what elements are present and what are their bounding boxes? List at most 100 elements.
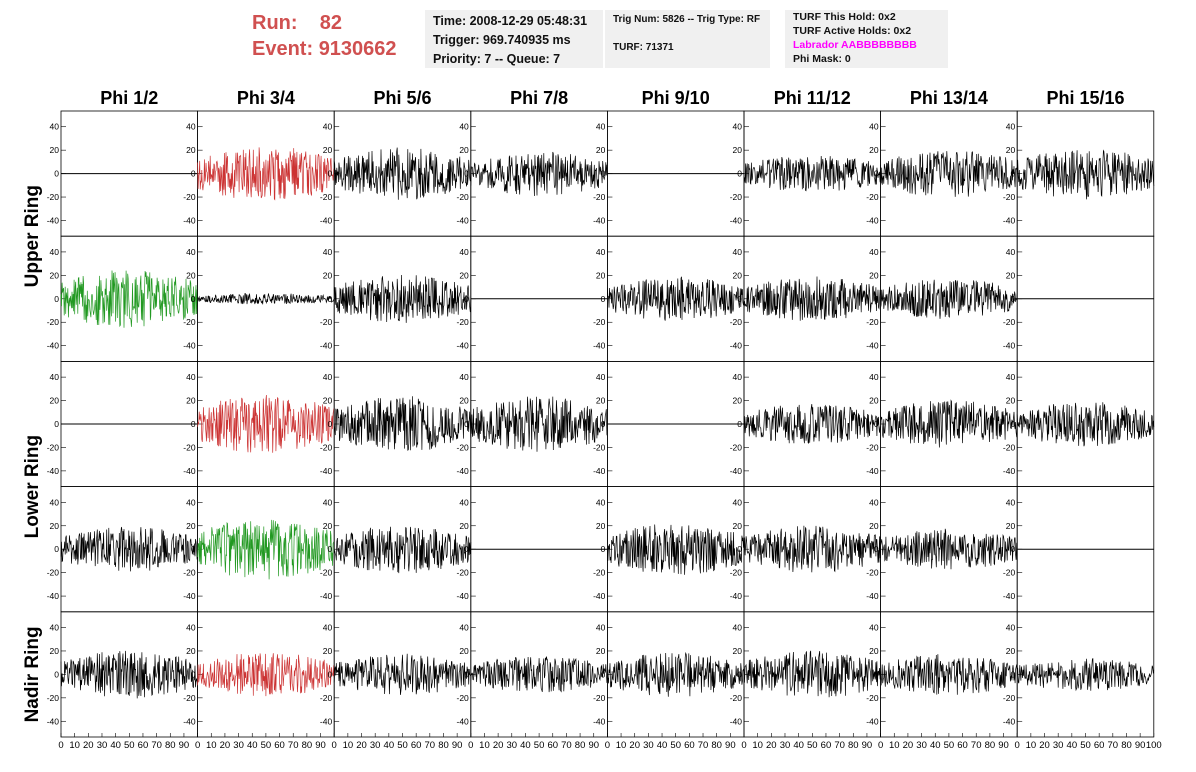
y-tick-label: -40: [593, 466, 606, 476]
y-tick-label: 40: [50, 122, 60, 132]
y-tick-label: -40: [457, 716, 470, 726]
waveform-trace: [60, 526, 198, 572]
x-tick-label: 10: [343, 740, 354, 751]
x-tick-label: 50: [124, 740, 135, 751]
y-tick-label: 40: [733, 247, 743, 257]
panel-frame: [60, 235, 199, 362]
labrador-text: Labrador AABBBBBBBB: [793, 39, 917, 51]
y-tick-label: 0: [874, 294, 879, 304]
x-tick-label: 0: [58, 740, 63, 751]
y-tick-label: 0: [601, 169, 606, 179]
waveform-trace: [880, 528, 1018, 570]
y-tick-label: 0: [54, 419, 59, 429]
y-tick-label: -40: [47, 215, 60, 225]
waveform-trace: [470, 151, 608, 197]
y-tick-label: 20: [596, 646, 606, 656]
y-tick-label: 40: [459, 247, 469, 257]
y-tick-label: 0: [737, 544, 742, 554]
ring-label: Upper Ring: [22, 185, 43, 287]
y-tick-label: -20: [593, 192, 606, 202]
y-tick-label: 0: [601, 544, 606, 554]
y-tick-label: -20: [183, 693, 196, 703]
y-tick-label: 20: [186, 646, 196, 656]
y-tick-label: 20: [596, 521, 606, 531]
y-tick-label: -40: [866, 716, 879, 726]
y-tick-label: 20: [186, 396, 196, 406]
y-tick-label: -40: [47, 591, 60, 601]
y-tick-label: 20: [1006, 145, 1016, 155]
y-tick-label: -40: [1003, 716, 1016, 726]
y-tick-label: 40: [323, 122, 333, 132]
y-tick-label: 40: [869, 122, 879, 132]
y-tick-label: -20: [866, 317, 879, 327]
y-tick-label: -40: [593, 591, 606, 601]
y-tick-label: -40: [730, 716, 743, 726]
waveform-trace: [333, 653, 472, 695]
y-tick-label: -40: [730, 341, 743, 351]
y-tick-label: -20: [320, 317, 333, 327]
y-tick-label: -20: [320, 442, 333, 452]
x-tick-label: 30: [370, 740, 381, 751]
y-tick-label: -20: [730, 442, 743, 452]
x-tick-label: 60: [138, 740, 149, 751]
y-tick-label: -40: [320, 215, 333, 225]
y-tick-label: -20: [47, 568, 60, 578]
y-tick-label: -40: [320, 716, 333, 726]
y-tick-label: 20: [869, 646, 879, 656]
y-tick-label: -40: [320, 341, 333, 351]
column-header: Phi 9/10: [642, 88, 710, 108]
x-tick-label: 60: [411, 740, 422, 751]
phi-mask-text: Phi Mask: 0: [793, 53, 851, 65]
y-tick-label: -40: [183, 341, 196, 351]
y-tick-label: 40: [459, 623, 469, 633]
y-tick-label: -40: [183, 215, 196, 225]
y-tick-label: -20: [183, 317, 196, 327]
x-tick-label: 70: [834, 740, 845, 751]
y-tick-label: -40: [866, 215, 879, 225]
y-tick-label: 20: [50, 270, 60, 280]
y-tick-label: -20: [47, 693, 60, 703]
y-tick-label: 0: [874, 669, 879, 679]
panel-frame: [1016, 360, 1155, 487]
y-tick-label: -20: [457, 568, 470, 578]
y-tick-label: -40: [866, 341, 879, 351]
x-tick-label: 60: [1094, 740, 1105, 751]
y-tick-label: -20: [730, 192, 743, 202]
x-tick-label: 90: [862, 740, 873, 751]
turf-text: TURF: 71371: [613, 42, 674, 53]
x-tick-label: 50: [944, 740, 955, 751]
x-tick-label: 100: [1146, 740, 1162, 751]
y-tick-label: 40: [323, 247, 333, 257]
y-tick-label: 20: [733, 396, 743, 406]
y-tick-label: 20: [1006, 521, 1016, 531]
ring-label: Nadir Ring: [22, 626, 43, 722]
waveform-trace: [607, 524, 745, 575]
x-tick-label: 60: [547, 740, 558, 751]
x-tick-label: 30: [916, 740, 927, 751]
x-tick-label: 10: [616, 740, 627, 751]
x-tick-label: 80: [848, 740, 859, 751]
x-tick-label: 60: [821, 740, 832, 751]
y-tick-label: 0: [464, 294, 469, 304]
x-tick-label: 40: [384, 740, 395, 751]
y-tick-label: -20: [47, 317, 60, 327]
column-header: Phi 13/14: [910, 88, 988, 108]
y-tick-label: -20: [866, 568, 879, 578]
y-tick-label: -40: [47, 466, 60, 476]
x-tick-label: 10: [206, 740, 217, 751]
x-tick-label: 40: [657, 740, 668, 751]
y-tick-label: 20: [596, 270, 606, 280]
y-tick-label: 0: [54, 669, 59, 679]
y-tick-label: -40: [457, 591, 470, 601]
x-tick-label: 70: [425, 740, 436, 751]
y-tick-label: 0: [464, 669, 469, 679]
x-tick-label: 70: [561, 740, 572, 751]
y-tick-label: 20: [186, 270, 196, 280]
x-tick-label: 0: [741, 740, 746, 751]
y-tick-label: -40: [457, 341, 470, 351]
x-tick-label: 80: [165, 740, 176, 751]
y-tick-label: -40: [47, 341, 60, 351]
waveform-trace: [607, 651, 745, 697]
x-tick-label: 70: [1108, 740, 1119, 751]
y-tick-label: 40: [323, 623, 333, 633]
